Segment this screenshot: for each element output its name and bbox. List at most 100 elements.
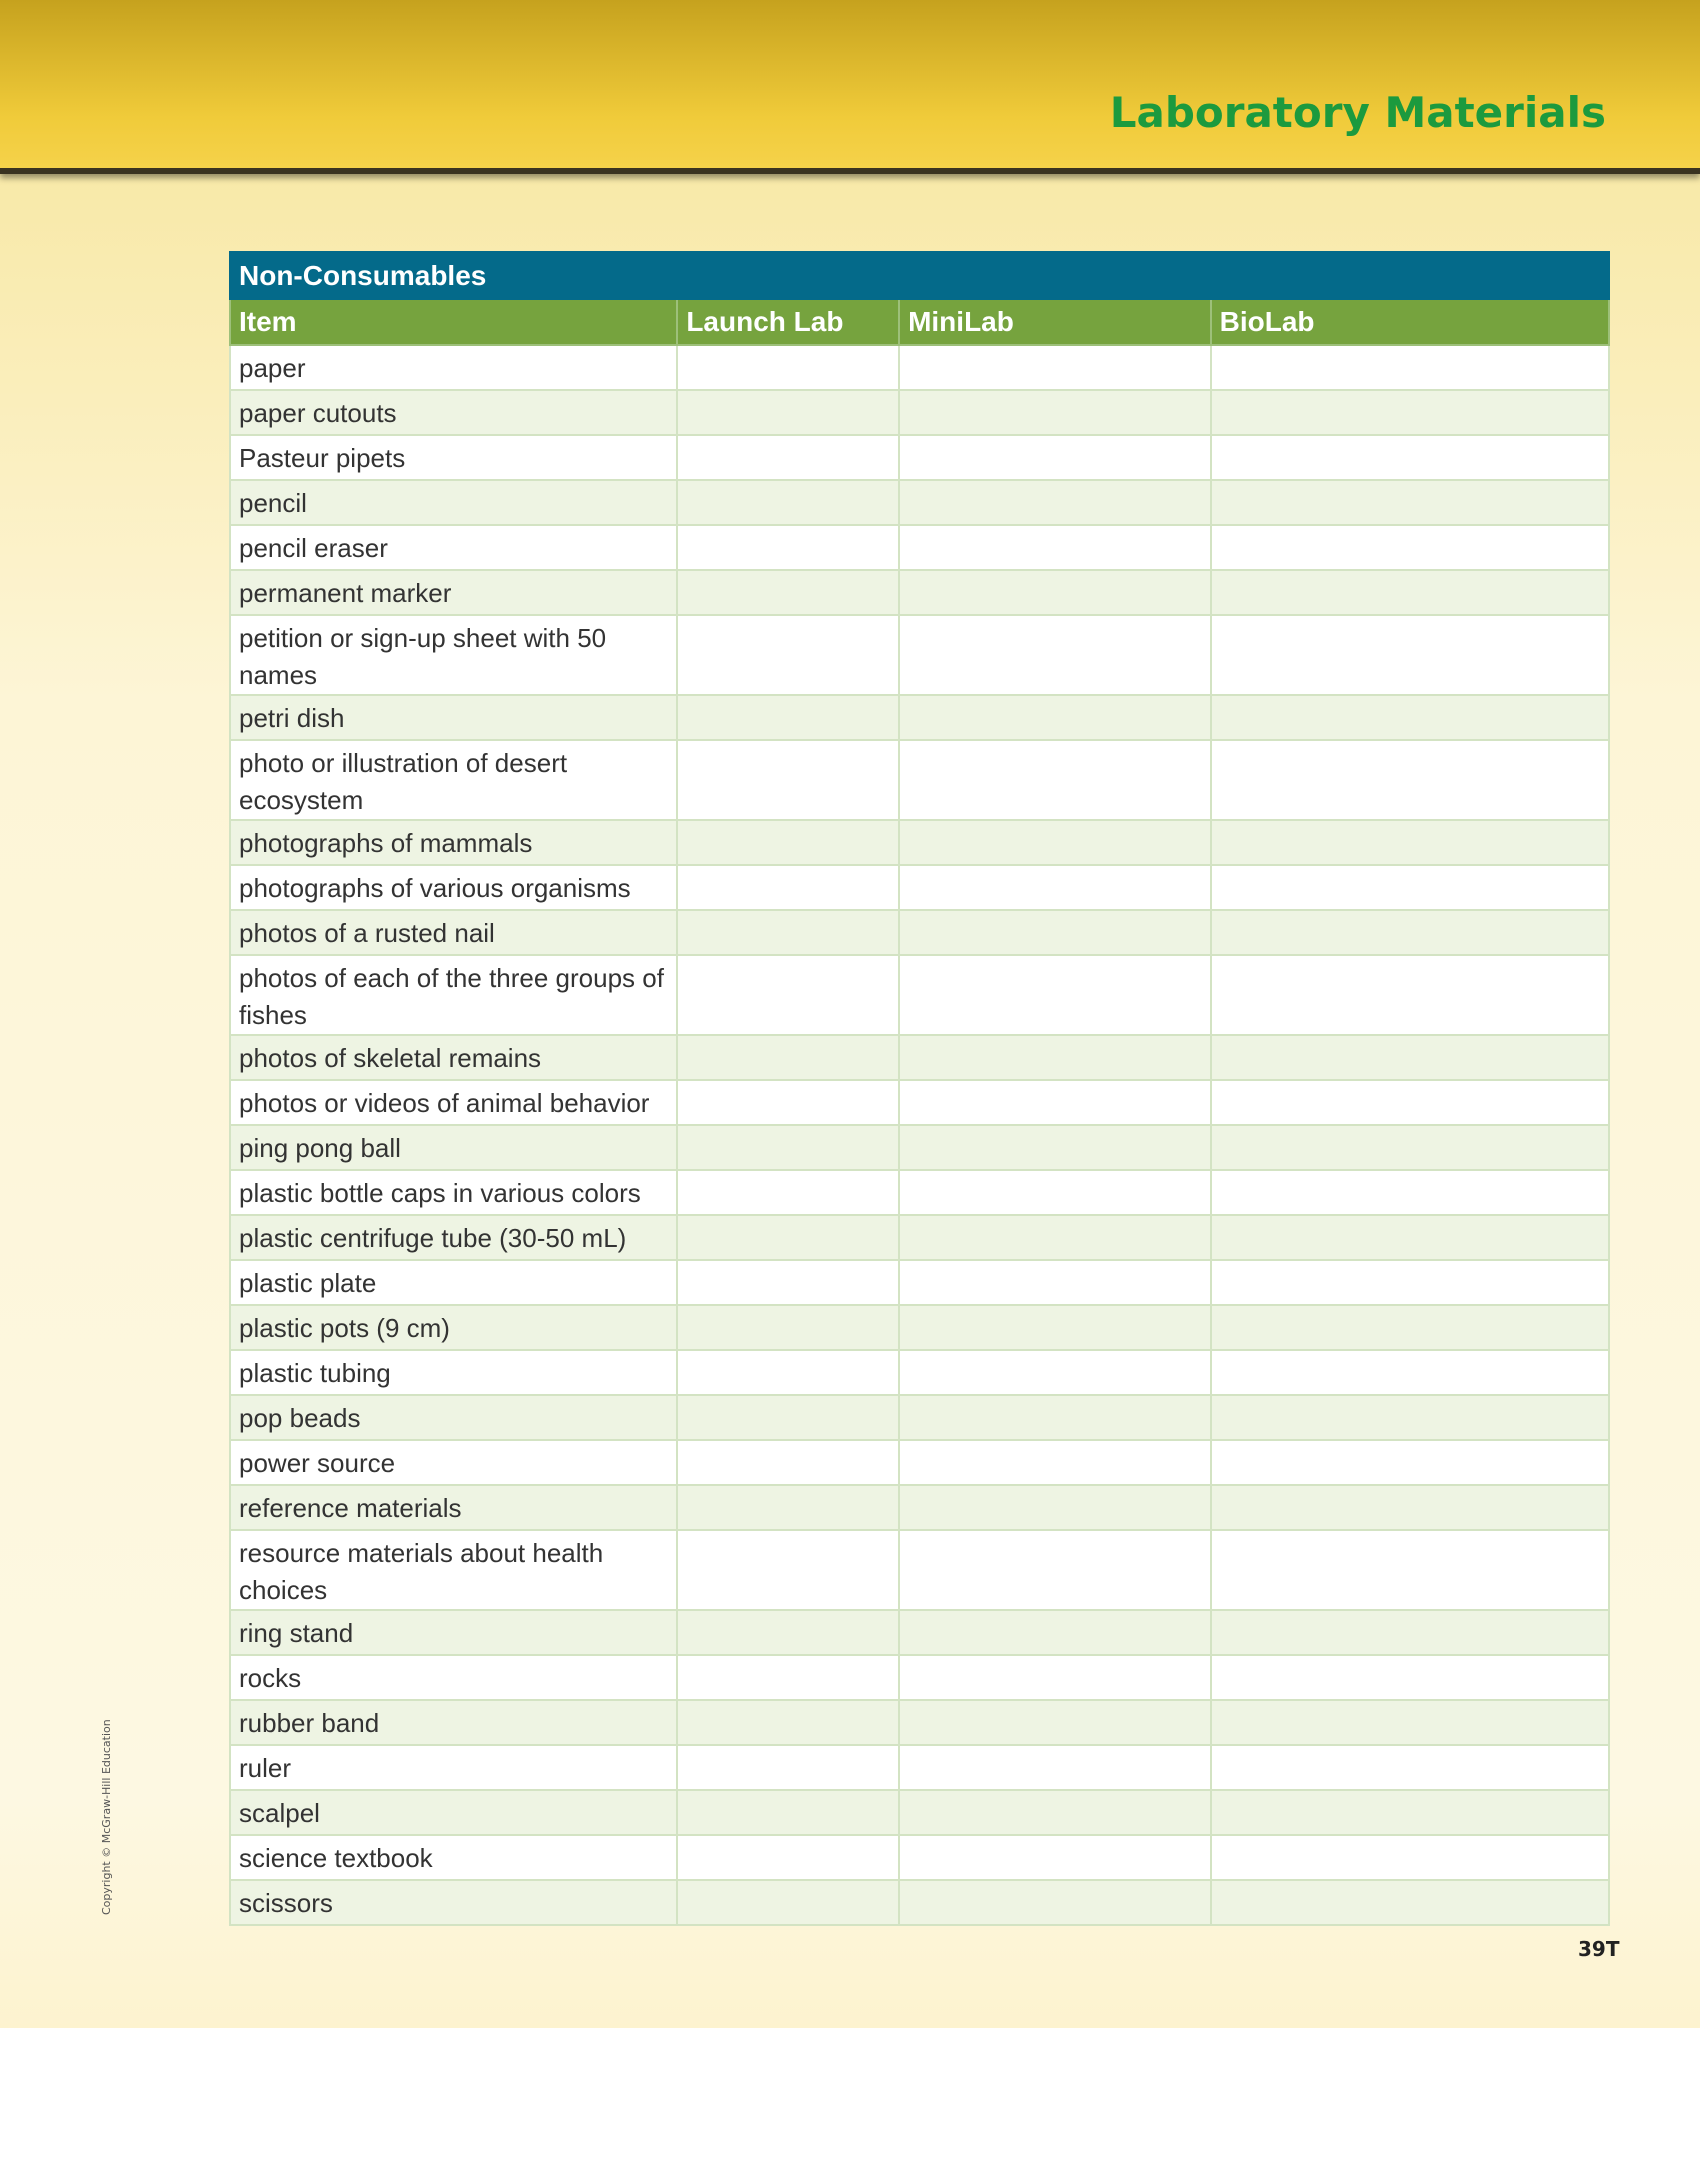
empty-cell bbox=[1209, 1609, 1611, 1656]
table-row: petri dish bbox=[228, 694, 1611, 741]
column-header: Item bbox=[228, 298, 679, 346]
empty-cell bbox=[676, 479, 901, 526]
table-row: photographs of mammals bbox=[228, 819, 1611, 866]
table-row: plastic bottle caps in various colors bbox=[228, 1169, 1611, 1216]
empty-cell bbox=[898, 954, 1212, 1036]
empty-cell bbox=[898, 694, 1212, 741]
empty-cell bbox=[1209, 1744, 1611, 1791]
empty-cell bbox=[898, 1529, 1212, 1611]
empty-cell bbox=[1209, 1439, 1611, 1486]
empty-cell bbox=[898, 909, 1212, 956]
copyright: Copyright © McGraw-Hill Education bbox=[100, 1719, 113, 1915]
empty-cell bbox=[1209, 569, 1611, 616]
item-cell: paper cutouts bbox=[228, 389, 679, 436]
empty-cell bbox=[1209, 954, 1611, 1036]
empty-cell bbox=[898, 1439, 1212, 1486]
empty-cell bbox=[676, 1304, 901, 1351]
column-header: MiniLab bbox=[898, 298, 1212, 346]
empty-cell bbox=[1209, 694, 1611, 741]
empty-cell bbox=[676, 1699, 901, 1746]
item-cell: science textbook bbox=[228, 1834, 679, 1881]
item-cell: plastic tubing bbox=[228, 1349, 679, 1396]
table-row: paper bbox=[228, 344, 1611, 391]
table-row: pencil eraser bbox=[228, 524, 1611, 571]
table-row: Pasteur pipets bbox=[228, 434, 1611, 481]
empty-cell bbox=[676, 1654, 901, 1701]
table-row: scalpel bbox=[228, 1789, 1611, 1836]
empty-cell bbox=[1209, 739, 1611, 821]
table-row: plastic tubing bbox=[228, 1349, 1611, 1396]
empty-cell bbox=[898, 389, 1212, 436]
table-row: photos of a rusted nail bbox=[228, 909, 1611, 956]
empty-cell bbox=[898, 434, 1212, 481]
empty-cell bbox=[1209, 524, 1611, 571]
empty-cell bbox=[898, 1609, 1212, 1656]
table-row: reference materials bbox=[228, 1484, 1611, 1531]
item-cell: photo or illustration of desert ecosyste… bbox=[228, 739, 679, 821]
item-cell: plastic pots (9 cm) bbox=[228, 1304, 679, 1351]
empty-cell bbox=[1209, 1259, 1611, 1306]
empty-cell bbox=[1209, 1304, 1611, 1351]
empty-cell bbox=[1209, 1034, 1611, 1081]
empty-cell bbox=[676, 1349, 901, 1396]
table-row: pop beads bbox=[228, 1394, 1611, 1441]
empty-cell bbox=[676, 1439, 901, 1486]
empty-cell bbox=[1209, 434, 1611, 481]
empty-cell bbox=[676, 954, 901, 1036]
item-cell: plastic bottle caps in various colors bbox=[228, 1169, 679, 1216]
table-row: rocks bbox=[228, 1654, 1611, 1701]
empty-cell bbox=[1209, 614, 1611, 696]
empty-cell bbox=[898, 1484, 1212, 1531]
table-row: ruler bbox=[228, 1744, 1611, 1791]
item-cell: power source bbox=[228, 1439, 679, 1486]
item-cell: pencil bbox=[228, 479, 679, 526]
empty-cell bbox=[1209, 389, 1611, 436]
empty-cell bbox=[898, 614, 1212, 696]
table-row: photos of each of the three groups of fi… bbox=[228, 954, 1611, 1036]
empty-cell bbox=[676, 1609, 901, 1656]
item-cell: resource materials about health choices bbox=[228, 1529, 679, 1611]
empty-cell bbox=[676, 1789, 901, 1836]
header-title: Laboratory Materials bbox=[1109, 88, 1606, 137]
item-cell: photos of skeletal remains bbox=[228, 1034, 679, 1081]
empty-cell bbox=[1209, 479, 1611, 526]
empty-cell bbox=[898, 1789, 1212, 1836]
empty-cell bbox=[898, 864, 1212, 911]
empty-cell bbox=[898, 1304, 1212, 1351]
item-cell: photos of each of the three groups of fi… bbox=[228, 954, 679, 1036]
table-row: plastic centrifuge tube (30-50 mL) bbox=[228, 1214, 1611, 1261]
empty-cell bbox=[1209, 1394, 1611, 1441]
empty-cell bbox=[1209, 344, 1611, 391]
empty-cell bbox=[1209, 1124, 1611, 1171]
table-row: ping pong ball bbox=[228, 1124, 1611, 1171]
item-cell: petition or sign-up sheet with 50 names bbox=[228, 614, 679, 696]
empty-cell bbox=[1209, 1529, 1611, 1611]
empty-cell bbox=[676, 1484, 901, 1531]
item-cell: plastic plate bbox=[228, 1259, 679, 1306]
item-cell: petri dish bbox=[228, 694, 679, 741]
empty-cell bbox=[898, 569, 1212, 616]
empty-cell bbox=[676, 569, 901, 616]
empty-cell bbox=[676, 524, 901, 571]
empty-cell bbox=[1209, 819, 1611, 866]
table-row: photo or illustration of desert ecosyste… bbox=[228, 739, 1611, 821]
table-row: ring stand bbox=[228, 1609, 1611, 1656]
empty-cell bbox=[676, 1169, 901, 1216]
empty-cell bbox=[676, 1034, 901, 1081]
table-row: photographs of various organisms bbox=[228, 864, 1611, 911]
empty-cell bbox=[898, 1349, 1212, 1396]
table-title: Non-Consumables bbox=[229, 251, 1610, 300]
empty-cell bbox=[1209, 1349, 1611, 1396]
empty-cell bbox=[676, 1529, 901, 1611]
empty-cell bbox=[1209, 1654, 1611, 1701]
column-header: BioLab bbox=[1209, 298, 1611, 346]
table-row: rubber band bbox=[228, 1699, 1611, 1746]
empty-cell bbox=[676, 694, 901, 741]
empty-cell bbox=[898, 1259, 1212, 1306]
empty-cell bbox=[898, 1394, 1212, 1441]
item-cell: ping pong ball bbox=[228, 1124, 679, 1171]
table-row: petition or sign-up sheet with 50 names bbox=[228, 614, 1611, 696]
empty-cell bbox=[898, 1169, 1212, 1216]
empty-cell bbox=[676, 344, 901, 391]
